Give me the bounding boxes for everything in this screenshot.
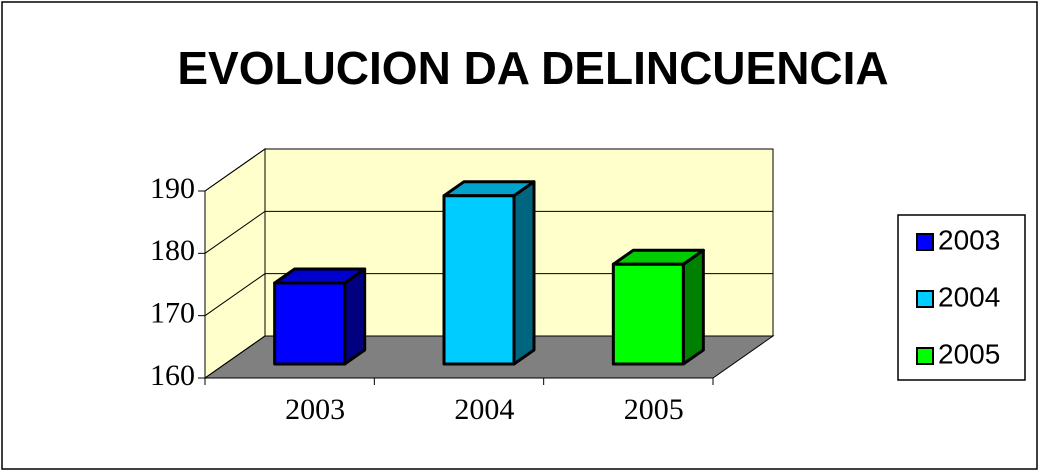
bar-front [442,194,516,366]
y-tick-label: 170 [150,297,195,330]
bar [611,248,705,366]
grid-line [204,148,773,192]
y-tick-label: 180 [150,234,195,267]
bar-front [611,262,685,366]
y-tick-label: 190 [150,172,195,205]
bar-front [273,281,347,366]
legend-label: 2004 [938,281,1000,312]
chart-title: EVOLUCION DA DELINCUENCIA [177,42,888,94]
y-tick-label: 160 [150,359,195,392]
grid-line [204,210,773,254]
legend-label: 2005 [938,338,1000,369]
legend-swatch [916,290,934,308]
grid-line [204,273,773,317]
bar [442,180,536,366]
bar [273,267,367,366]
legend-swatch [916,347,934,365]
bar-side [681,248,705,366]
grid-line [204,335,773,379]
legend-label: 2003 [938,224,1000,255]
legend-swatch [916,233,934,251]
bar-side [512,180,536,366]
x-tick-label: 2004 [454,393,514,426]
bar-side [343,267,367,366]
x-tick-label: 2005 [624,393,684,426]
x-tick-label: 2003 [285,393,345,426]
